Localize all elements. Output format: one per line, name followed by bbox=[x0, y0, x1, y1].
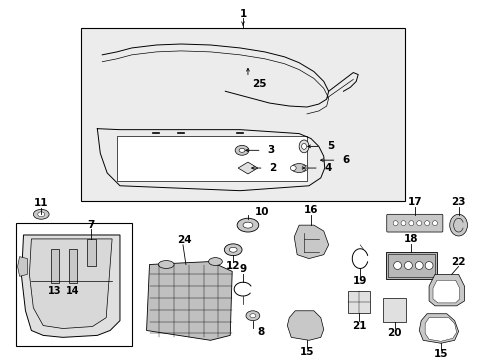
FancyBboxPatch shape bbox=[347, 291, 369, 313]
Bar bbox=[86, 239, 96, 266]
Text: 21: 21 bbox=[351, 320, 366, 330]
Circle shape bbox=[424, 262, 432, 269]
Polygon shape bbox=[428, 274, 464, 306]
Ellipse shape bbox=[208, 258, 222, 265]
Text: 17: 17 bbox=[407, 198, 422, 207]
Text: 2: 2 bbox=[269, 163, 276, 173]
Text: 1: 1 bbox=[239, 9, 246, 19]
Text: 15: 15 bbox=[299, 347, 314, 357]
Circle shape bbox=[416, 221, 421, 226]
Ellipse shape bbox=[245, 311, 259, 321]
Polygon shape bbox=[29, 239, 112, 328]
Polygon shape bbox=[424, 318, 456, 341]
Circle shape bbox=[424, 221, 428, 226]
Text: 22: 22 bbox=[450, 257, 465, 266]
Ellipse shape bbox=[38, 212, 44, 217]
Ellipse shape bbox=[158, 261, 174, 269]
FancyBboxPatch shape bbox=[386, 214, 442, 232]
Circle shape bbox=[414, 262, 422, 269]
Ellipse shape bbox=[449, 214, 467, 236]
Circle shape bbox=[431, 221, 437, 226]
Polygon shape bbox=[287, 311, 323, 340]
Text: 12: 12 bbox=[225, 261, 240, 271]
Text: 24: 24 bbox=[176, 235, 191, 245]
Text: 16: 16 bbox=[303, 205, 318, 215]
Ellipse shape bbox=[249, 314, 255, 318]
Ellipse shape bbox=[229, 247, 237, 252]
Bar bbox=[51, 249, 59, 283]
Ellipse shape bbox=[224, 244, 242, 256]
Polygon shape bbox=[117, 136, 306, 181]
Ellipse shape bbox=[291, 163, 306, 172]
Text: 4: 4 bbox=[324, 163, 331, 173]
Ellipse shape bbox=[302, 166, 307, 171]
Bar bbox=[81, 28, 405, 201]
Circle shape bbox=[408, 221, 413, 226]
Polygon shape bbox=[21, 235, 120, 337]
Circle shape bbox=[393, 262, 401, 269]
Polygon shape bbox=[18, 257, 27, 276]
Polygon shape bbox=[294, 225, 328, 258]
Text: 8: 8 bbox=[257, 328, 264, 337]
Text: 15: 15 bbox=[433, 349, 447, 359]
Ellipse shape bbox=[299, 140, 308, 153]
Text: 9: 9 bbox=[239, 265, 246, 274]
Circle shape bbox=[392, 221, 397, 226]
Polygon shape bbox=[432, 280, 459, 303]
Circle shape bbox=[400, 221, 405, 226]
Ellipse shape bbox=[33, 210, 49, 219]
Ellipse shape bbox=[237, 218, 258, 232]
Text: 25: 25 bbox=[251, 79, 266, 89]
Text: 7: 7 bbox=[87, 220, 95, 230]
Polygon shape bbox=[146, 262, 232, 340]
Text: 11: 11 bbox=[34, 198, 48, 208]
Text: 19: 19 bbox=[352, 276, 366, 286]
Text: 10: 10 bbox=[254, 207, 269, 217]
Ellipse shape bbox=[235, 145, 248, 155]
Text: 14: 14 bbox=[66, 286, 80, 296]
Bar bbox=[16, 223, 132, 346]
Text: 6: 6 bbox=[342, 155, 349, 165]
Text: 20: 20 bbox=[386, 328, 401, 338]
Text: 23: 23 bbox=[450, 198, 465, 207]
Text: 13: 13 bbox=[48, 286, 61, 296]
Ellipse shape bbox=[243, 222, 252, 228]
Text: 18: 18 bbox=[403, 234, 418, 244]
Bar bbox=[69, 249, 77, 283]
Polygon shape bbox=[238, 162, 257, 174]
Polygon shape bbox=[418, 314, 458, 343]
Ellipse shape bbox=[239, 148, 244, 152]
FancyBboxPatch shape bbox=[385, 252, 436, 279]
Ellipse shape bbox=[301, 143, 306, 149]
Text: 3: 3 bbox=[267, 145, 274, 155]
Circle shape bbox=[404, 262, 411, 269]
Text: 5: 5 bbox=[326, 141, 333, 152]
FancyBboxPatch shape bbox=[382, 298, 406, 321]
Ellipse shape bbox=[290, 166, 296, 171]
